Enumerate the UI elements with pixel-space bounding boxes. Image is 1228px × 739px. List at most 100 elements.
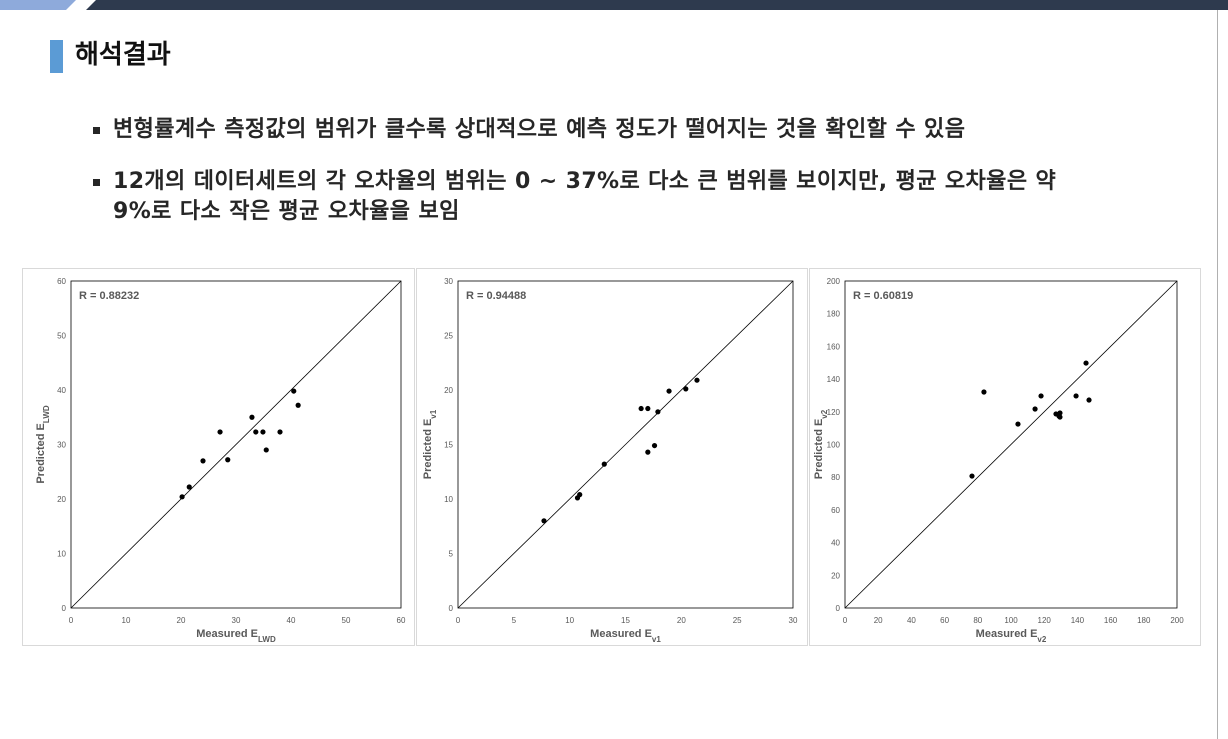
data-point xyxy=(1057,414,1063,420)
data-point xyxy=(186,484,192,490)
x-tick-label: 30 xyxy=(789,616,798,625)
x-tick-label: 40 xyxy=(287,616,296,625)
correlation-label: R = 0.94488 xyxy=(466,290,526,302)
data-point xyxy=(295,402,301,408)
plot-area xyxy=(70,280,402,609)
x-tick-label: 180 xyxy=(1137,616,1151,625)
correlation-label: R = 0.88232 xyxy=(79,290,139,302)
data-point xyxy=(694,377,700,383)
data-point xyxy=(179,494,185,500)
bullet-marker xyxy=(93,179,100,186)
data-point xyxy=(263,447,269,453)
x-tick-label: 80 xyxy=(973,616,982,625)
y-axis-title-subscript: LWD xyxy=(42,405,51,423)
x-axis-title: Measured Ev2 xyxy=(976,628,1047,644)
data-point xyxy=(225,457,231,463)
y-tick-label: 120 xyxy=(827,408,841,417)
right-edge-rule xyxy=(1217,10,1218,739)
x-tick-label: 0 xyxy=(843,616,848,625)
data-point xyxy=(253,429,259,435)
y-tick-label: 0 xyxy=(62,604,67,613)
x-axis-title-main: Measured E xyxy=(590,628,652,640)
y-axis-title-main: Predicted E xyxy=(35,423,47,484)
y-tick-label: 60 xyxy=(831,506,840,515)
x-tick-label: 0 xyxy=(456,616,461,625)
y-tick-label: 5 xyxy=(449,550,454,559)
x-tick-label: 25 xyxy=(733,616,742,625)
scatter-plot-lwd: 0 10 20 30 40 50 60 0 10 20 30 40 50 60 R = 0.88232 Mea… xyxy=(35,277,406,644)
chart-ev2: 0 20 40 60 80 100 120 140 160 180 200 0 20 40 60 80 100 1… xyxy=(809,268,1201,646)
x-tick-label: 10 xyxy=(122,616,131,625)
data-point xyxy=(1057,410,1063,416)
x-axis-title-main: Measured E xyxy=(196,628,258,640)
plot-area xyxy=(457,280,794,609)
y-tick-label: 40 xyxy=(831,539,840,548)
x-tick-label: 120 xyxy=(1038,616,1052,625)
page-title: 해석결과 xyxy=(75,40,171,70)
data-point xyxy=(541,518,547,524)
scatter-plot-ev1: 0 5 10 15 20 25 30 0 5 10 15 20 25 30 R = 0.94488 Measu… xyxy=(422,277,798,644)
y-axis-title-subscript: v1 xyxy=(429,409,438,418)
y-axis-title: Predicted ELWD xyxy=(35,405,51,484)
bullet-text: 변형률계수 측정값의 범위가 클수록 상대적으로 예측 정도가 떨어지는 것을 … xyxy=(113,117,966,142)
x-tick-label: 20 xyxy=(177,616,186,625)
one-to-one-line xyxy=(457,280,794,609)
bullet-text-continuation: 9%로 다소 작은 평균 오차율을 보임 xyxy=(113,199,460,224)
y-tick-label: 50 xyxy=(57,332,66,341)
data-point xyxy=(291,388,297,394)
x-tick-label: 40 xyxy=(907,616,916,625)
y-axis-title-main: Predicted E xyxy=(813,419,825,480)
x-axis-title-main: Measured E xyxy=(976,628,1038,640)
scatter-plot-ev2: 0 20 40 60 80 100 120 140 160 180 200 0 20 40 60 80 100 1… xyxy=(813,277,1184,644)
bullet-item: 12개의 데이터세트의 각 오차율의 범위는 0 ~ 37%로 다소 큰 범위를… xyxy=(92,167,1202,227)
x-tick-label: 20 xyxy=(677,616,686,625)
data-point xyxy=(577,492,583,498)
x-tick-label: 0 xyxy=(69,616,74,625)
x-axis-title: Measured Ev1 xyxy=(590,628,661,644)
x-tick-label: 160 xyxy=(1104,616,1118,625)
bullet-item: 변형률계수 측정값의 범위가 클수록 상대적으로 예측 정도가 떨어지는 것을 … xyxy=(92,115,1202,145)
data-point xyxy=(200,458,206,464)
y-axis-title: Predicted Ev2 xyxy=(813,409,829,479)
y-tick-label: 60 xyxy=(57,277,66,286)
x-tick-label: 60 xyxy=(940,616,949,625)
x-tick-label: 15 xyxy=(621,616,630,625)
x-tick-label: 20 xyxy=(874,616,883,625)
data-point xyxy=(651,442,658,449)
bullet-marker xyxy=(93,127,100,134)
data-point xyxy=(1032,406,1038,412)
y-axis-title: Predicted Ev1 xyxy=(422,409,438,479)
x-tick-label: 100 xyxy=(1004,616,1018,625)
y-tick-label: 25 xyxy=(444,332,453,341)
y-tick-label: 30 xyxy=(57,441,66,450)
y-tick-label: 40 xyxy=(57,386,66,395)
data-point xyxy=(969,473,975,479)
y-tick-label: 180 xyxy=(827,310,841,319)
data-point xyxy=(666,388,672,394)
data-point xyxy=(249,414,255,420)
y-tick-label: 0 xyxy=(836,604,841,613)
y-tick-label: 10 xyxy=(444,495,453,504)
y-tick-label: 140 xyxy=(827,375,841,384)
y-tick-label: 20 xyxy=(444,386,453,395)
bullet-text: 12개의 데이터세트의 각 오차율의 범위는 0 ~ 37%로 다소 큰 범위를… xyxy=(113,169,1057,194)
top-banner xyxy=(0,0,1228,10)
data-point xyxy=(645,405,651,412)
data-point xyxy=(217,429,223,435)
data-point xyxy=(683,386,689,392)
one-to-one-line xyxy=(844,280,1178,609)
x-tick-label: 5 xyxy=(512,616,517,625)
x-axis-title: Measured ELWD xyxy=(196,628,276,644)
x-axis-title-subscript: v1 xyxy=(652,635,661,644)
data-point xyxy=(1086,397,1092,403)
data-point xyxy=(981,389,987,395)
data-point xyxy=(1038,393,1044,399)
x-tick-label: 10 xyxy=(565,616,574,625)
one-to-one-line xyxy=(70,280,402,609)
y-tick-label: 80 xyxy=(831,473,840,482)
y-tick-label: 200 xyxy=(827,277,841,286)
data-point xyxy=(601,461,607,467)
banner-dark-segment xyxy=(86,0,1228,10)
banner-light-segment xyxy=(0,0,76,10)
chart-ev1: 0 5 10 15 20 25 30 0 5 10 15 20 25 30 R = 0.94488 Measu… xyxy=(416,268,808,646)
